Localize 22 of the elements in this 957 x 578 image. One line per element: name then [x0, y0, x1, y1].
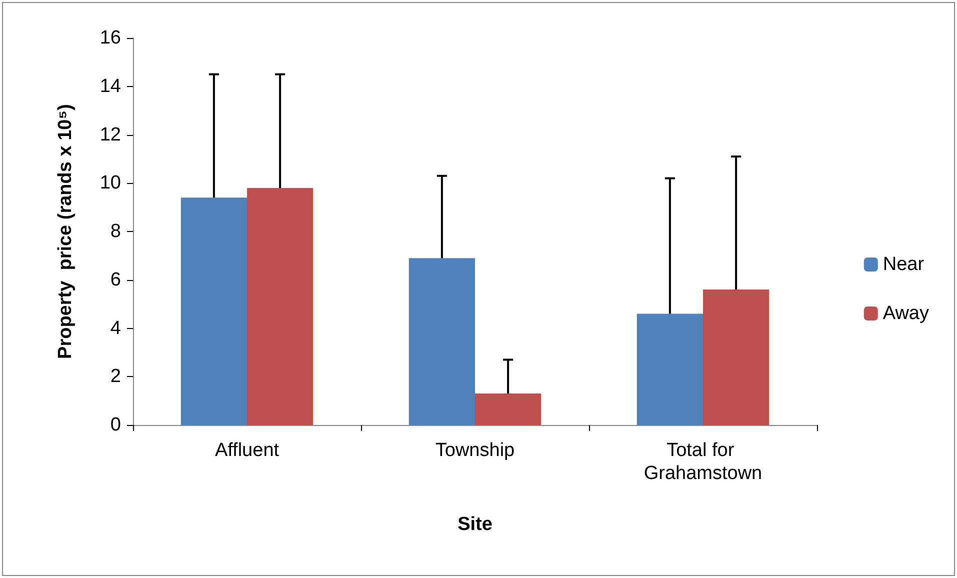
bar — [703, 290, 770, 425]
legend-label: Away — [882, 303, 930, 324]
y-tick-label: 10 — [100, 172, 121, 194]
bar — [475, 394, 542, 425]
y-tick-label: 16 — [100, 28, 121, 48]
y-tick-label: 0 — [110, 414, 121, 436]
x-tick-label: Total for Grahamstown — [644, 440, 762, 484]
y-tick-label: 8 — [110, 221, 121, 242]
bar — [636, 314, 703, 425]
bar — [247, 188, 314, 425]
x-axis-title: Site — [458, 514, 492, 535]
bar — [408, 258, 475, 425]
y-tick-label: 12 — [100, 124, 121, 146]
y-axis-title: Property price (rands x 10⁵) — [55, 104, 76, 359]
y-tick-label: 4 — [110, 318, 122, 339]
y-tick-label: 2 — [110, 366, 121, 388]
legend-label: Near — [882, 254, 925, 275]
y-tick-label: 6 — [110, 269, 121, 290]
x-tick-label: Township — [435, 440, 515, 461]
bar — [180, 198, 247, 425]
x-tick-label: Affluent — [214, 440, 280, 461]
y-tick-label: 14 — [100, 76, 122, 97]
